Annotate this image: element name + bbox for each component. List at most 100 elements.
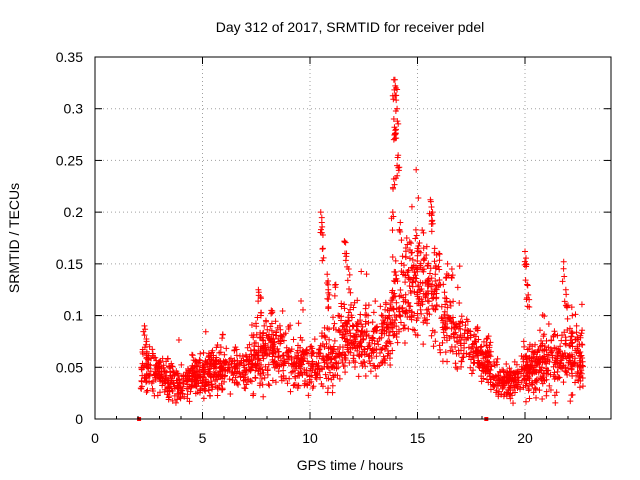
- data-point: [352, 338, 359, 345]
- data-point: [280, 375, 287, 382]
- data-point: [413, 275, 420, 282]
- data-point: [295, 370, 302, 377]
- data-point: [222, 367, 229, 374]
- data-point: [407, 289, 414, 296]
- data-point: [570, 361, 577, 368]
- data-point: [525, 291, 532, 298]
- data-point: [533, 353, 540, 360]
- data-point: [524, 282, 531, 289]
- data-point: [309, 358, 316, 365]
- data-point: [319, 232, 326, 239]
- data-point: [567, 398, 574, 405]
- data-point: [532, 386, 539, 393]
- data-point: [564, 304, 571, 311]
- data-point: [362, 373, 369, 380]
- data-point: [534, 359, 541, 366]
- data-point: [376, 362, 383, 369]
- data-point: [241, 362, 248, 369]
- data-point: [459, 354, 466, 361]
- data-point: [547, 386, 554, 393]
- data-point: [367, 360, 374, 367]
- data-point: [548, 349, 555, 356]
- data-point: [382, 357, 389, 364]
- data-point: [236, 361, 243, 368]
- data-point: [393, 299, 400, 306]
- data-point: [269, 307, 276, 314]
- data-point: [485, 379, 492, 386]
- data-point: [370, 309, 377, 316]
- data-point: [477, 344, 484, 351]
- data-point: [295, 382, 302, 389]
- data-point: [261, 322, 268, 329]
- data-point: [268, 327, 275, 334]
- data-point: [406, 314, 413, 321]
- y-tick-label: 0: [75, 411, 83, 427]
- data-point: [277, 326, 284, 333]
- data-point: [405, 325, 412, 332]
- data-point: [398, 305, 405, 312]
- data-point: [382, 299, 389, 306]
- data-point: [524, 383, 531, 390]
- data-point: [298, 355, 305, 362]
- data-point: [141, 332, 148, 339]
- data-point: [423, 243, 430, 250]
- data-point: [358, 343, 365, 350]
- data-point: [345, 309, 352, 316]
- data-point: [336, 375, 343, 382]
- data-point: [272, 379, 279, 386]
- data-point: [300, 306, 306, 313]
- data-point: [428, 203, 435, 210]
- data-point: [166, 393, 173, 400]
- data-point: [412, 226, 419, 233]
- data-point: [324, 353, 331, 360]
- data-point: [349, 322, 356, 329]
- data-point: [216, 349, 223, 356]
- data-point: [485, 359, 492, 366]
- data-point: [196, 359, 203, 366]
- data-point: [417, 288, 424, 295]
- data-point: [523, 398, 530, 405]
- data-point: [447, 299, 454, 306]
- data-point: [572, 311, 579, 318]
- data-point: [488, 363, 495, 370]
- data-point: [165, 383, 172, 390]
- data-point: [487, 386, 494, 393]
- data-point: [303, 370, 310, 377]
- data-point: [346, 271, 353, 278]
- y-tick-label: 0.2: [64, 204, 84, 220]
- data-point: [234, 380, 241, 387]
- data-point: [551, 392, 558, 399]
- data-point: [391, 76, 398, 83]
- data-point: [309, 359, 316, 366]
- data-point: [156, 363, 163, 370]
- data-point: [324, 271, 331, 278]
- data-point: [558, 337, 565, 344]
- data-point: [327, 349, 334, 356]
- data-point: [400, 325, 407, 332]
- data-point: [194, 375, 201, 382]
- data-point: [520, 384, 527, 391]
- data-point: [553, 389, 560, 396]
- data-point: [579, 363, 586, 370]
- data-point: [511, 358, 518, 365]
- data-point: [350, 355, 357, 362]
- data-point: [257, 380, 264, 387]
- data-point: [443, 337, 450, 344]
- data-point: [528, 380, 535, 387]
- data-point: [138, 378, 145, 385]
- data-point: [397, 228, 404, 235]
- data-point: [143, 338, 150, 345]
- data-point: [260, 329, 267, 336]
- data-point: [401, 340, 408, 347]
- grid-lines: [95, 57, 611, 419]
- data-point: [233, 346, 240, 353]
- data-point: [305, 392, 312, 399]
- data-point: [394, 118, 401, 125]
- data-point: [505, 380, 512, 387]
- data-point: [210, 365, 217, 372]
- data-point: [342, 257, 349, 264]
- data-point: [167, 362, 174, 369]
- data-point: [499, 380, 506, 387]
- data-point: [330, 314, 337, 321]
- data-point: [540, 333, 547, 340]
